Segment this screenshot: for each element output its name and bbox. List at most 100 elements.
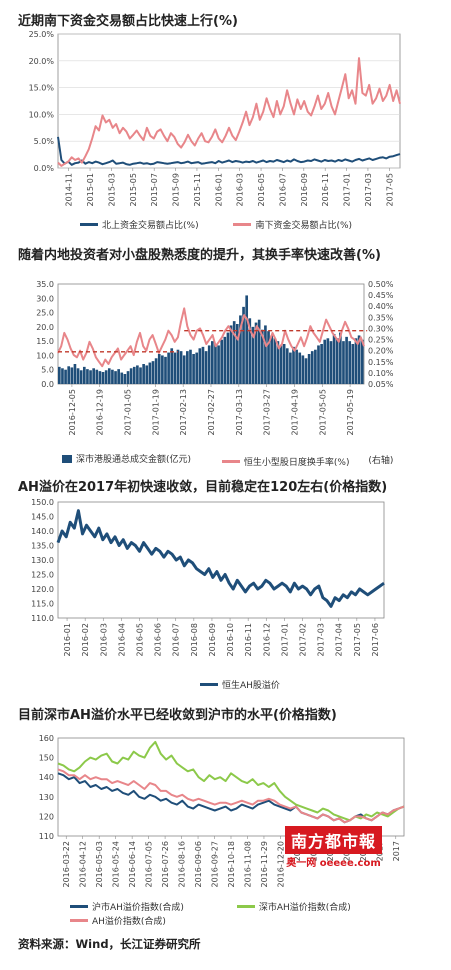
bar xyxy=(170,348,174,384)
series-line xyxy=(57,768,405,824)
bar xyxy=(257,319,261,384)
bar xyxy=(132,366,136,384)
x-tick-label: 2017-05 xyxy=(353,623,362,656)
bar xyxy=(120,372,124,384)
y-tick-label: 110 xyxy=(39,832,54,841)
legend-item: 北上资金交易额占比(%) xyxy=(80,218,199,231)
bar xyxy=(76,368,80,384)
y-tick-label: 130.0 xyxy=(31,556,54,565)
chart-panel-1: 近期南下资金交易额占比快速上行(%) 25.0% 20.0% 15.0% 10.0% 5… xyxy=(0,0,451,240)
bar xyxy=(126,371,130,384)
legend-label: 恒生小型股日度换手率(%) xyxy=(243,457,350,468)
bar xyxy=(248,318,252,384)
bar xyxy=(332,334,336,384)
bar xyxy=(189,349,192,384)
bar xyxy=(354,338,358,384)
x-tick-label: 2017-03 xyxy=(364,173,373,206)
y-tick-label: 130 xyxy=(39,793,54,802)
bar xyxy=(101,372,105,384)
chart-panel-3: AH溢价在2017年初快速收敛，目前稳定在120左右(价格指数) 150.0 14… xyxy=(0,470,451,700)
legend-swatch xyxy=(200,683,218,686)
x-tick-label: 2016-12-05 xyxy=(68,389,77,436)
y-tick-label: 120.0 xyxy=(31,585,54,594)
bar xyxy=(217,345,220,384)
chart-2-svg: 35.0 30.0 25.0 20.0 15.0 10.0 5.0 0.0 0.50% 0.45%… xyxy=(36,280,394,436)
x-tick-label: 2017-03-13 xyxy=(235,389,244,436)
y2-tick-label: 0.15% xyxy=(368,358,394,367)
bar xyxy=(235,324,239,384)
x-tick-label: 2016-09-27 xyxy=(211,841,220,888)
series-line xyxy=(57,136,401,166)
bar xyxy=(86,369,89,384)
x-tick-label: 2016-01 xyxy=(214,173,223,206)
bar xyxy=(173,352,177,384)
bar xyxy=(273,338,277,384)
bar xyxy=(164,356,167,384)
bar xyxy=(79,370,83,384)
bar xyxy=(260,329,264,384)
chart-3-legend: 恒生AH股溢价 xyxy=(200,678,290,691)
x-tick-label: 2016-05 xyxy=(136,623,145,656)
bar xyxy=(242,306,245,384)
y2-tick-label: 0.50% xyxy=(368,280,394,289)
bar xyxy=(148,362,152,384)
bar xyxy=(61,368,64,384)
bar xyxy=(98,371,102,384)
bar xyxy=(304,358,308,384)
bar xyxy=(320,344,323,384)
legend-item: 深市AH溢价指数(合成) xyxy=(236,900,351,913)
x-tick-label: 2016-10-18 xyxy=(227,841,236,888)
y-tick-label: 30.0 xyxy=(36,294,54,303)
chart-title: 随着内地投资者对小盘股熟悉度的提升，其换手率快速改善(%) xyxy=(18,248,381,263)
x-tick-label: 2017-05-19 xyxy=(346,389,355,436)
x-tick-label: 2016-05-03 xyxy=(95,841,104,888)
y-tick-label: 120 xyxy=(39,812,54,821)
bar xyxy=(58,366,61,384)
x-tick-label: 2016-06-14 xyxy=(128,841,137,888)
bar xyxy=(220,339,224,384)
bar xyxy=(186,351,189,384)
bar xyxy=(95,369,99,384)
y-tick-label: 15.0% xyxy=(29,84,55,93)
legend-swatch xyxy=(62,454,72,463)
x-tick-label: 2015-01 xyxy=(86,173,95,206)
series-line xyxy=(57,740,405,822)
x-tick-label: 2014-11 xyxy=(65,173,74,206)
bar xyxy=(239,315,242,384)
y-tick-label: 10.0 xyxy=(36,351,54,360)
x-tick-label: 2016-08 xyxy=(190,623,199,656)
y-tick-label: 135.0 xyxy=(31,542,54,551)
bar xyxy=(145,365,149,384)
y-tick-label: 115.0 xyxy=(31,600,54,609)
x-tick-label: 2016-04-12 xyxy=(79,841,88,888)
y-tick-label: 150 xyxy=(39,754,54,763)
x-tick-label: 2016-12-19 xyxy=(96,389,105,436)
legend-item: 恒生AH股溢价 xyxy=(200,678,280,691)
x-tick-label: 2017-04-19 xyxy=(290,389,299,436)
x-tick-label: 2015-07 xyxy=(150,173,159,206)
legend-label: AH溢价指数(合成) xyxy=(92,917,166,927)
bar xyxy=(129,368,133,384)
bar xyxy=(123,374,127,384)
x-tick-label: 2017-06 xyxy=(371,623,380,656)
y2-tick-label: 0.35% xyxy=(368,313,394,322)
x-tick-label: 2016-07-26 xyxy=(161,841,170,888)
legend-swatch xyxy=(233,223,252,226)
legend-item: AH溢价指数(合成) xyxy=(70,914,166,927)
x-tick-label: 2015-05 xyxy=(129,173,138,206)
y-tick-label: 25.0 xyxy=(36,309,54,318)
bar xyxy=(161,355,164,384)
chart-title: AH溢价在2017年初快速收敛，目前稳定在120左右(价格指数) xyxy=(18,480,388,495)
bar xyxy=(192,354,195,384)
y-tick-label: 125.0 xyxy=(31,571,54,580)
bar xyxy=(136,365,139,384)
legend-swatch xyxy=(70,919,88,922)
chart-panel-2: 随着内地投资者对小盘股熟悉度的提升，其换手率快速改善(%) 35.0 30.0 25… xyxy=(0,240,451,470)
x-tick-label: 2016-11-08 xyxy=(243,841,252,888)
chart-4-legend: 沪市AH溢价指数(合成) 深市AH溢价指数(合成) xyxy=(70,900,361,913)
y-tick-label: 5.0 xyxy=(41,366,54,375)
plot-frame xyxy=(57,33,401,169)
bar xyxy=(339,332,342,384)
y2-tick-label: 0.05% xyxy=(368,380,394,389)
x-tick-label: 2016-02 xyxy=(81,623,90,656)
